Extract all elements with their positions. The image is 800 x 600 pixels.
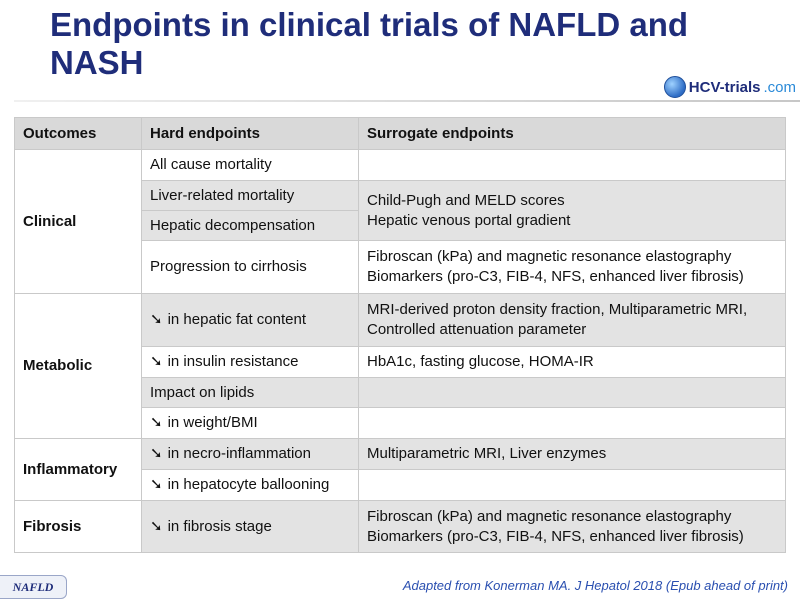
hard-endpoint: ➘ in weight/BMI xyxy=(141,407,359,439)
table-row: ➘ in insulin resistance HbA1c, fasting gl… xyxy=(15,346,786,378)
hard-endpoint: ➘ in hepatocyte ballooning xyxy=(141,469,359,501)
surrogate-endpoint: Multiparametric MRI, Liver enzymes xyxy=(358,438,786,470)
outcome-metabolic: Metabolic xyxy=(14,293,142,439)
hard-endpoint-text: in weight/BMI xyxy=(167,414,258,431)
logo-suffix: .com xyxy=(763,78,796,96)
arrow-down-right-icon: ➘ xyxy=(150,414,163,431)
hard-endpoint-text: in hepatic fat content xyxy=(167,311,307,328)
surrogate-line: Fibroscan (kPa) and magnetic resonance e… xyxy=(367,507,732,525)
surrogate-endpoint: HbA1c, fasting glucose, HOMA-IR xyxy=(358,346,786,378)
table-header-row: Outcomes Hard endpoints Surrogate endpoi… xyxy=(14,117,786,150)
surrogate-endpoint xyxy=(358,377,786,408)
header-divider xyxy=(14,100,800,102)
surrogate-endpoint: Fibroscan (kPa) and magnetic resonance e… xyxy=(358,500,786,553)
surrogate-line: Child-Pugh and MELD scores xyxy=(367,191,565,209)
arrow-down-right-icon: ➘ xyxy=(150,517,163,535)
table-row: ➘ in weight/BMI xyxy=(15,407,786,439)
hard-endpoint-text: in fibrosis stage xyxy=(167,517,272,535)
table-row: Fibrosis ➘ in fibrosis stage Fibroscan (k… xyxy=(14,500,786,553)
table-row: Hepatic decompensation xyxy=(15,210,786,241)
outcome-fibrosis: Fibrosis xyxy=(14,500,142,553)
header-surrogate-endpoints: Surrogate endpoints xyxy=(358,117,786,150)
header-outcomes: Outcomes xyxy=(14,117,142,150)
surrogate-line: Hepatic venous portal gradient xyxy=(367,211,571,229)
table-row: Inflammatory ➘ in necro-inflammation Mult… xyxy=(14,438,786,501)
hard-endpoint: All cause mortality xyxy=(141,149,359,181)
surrogate-endpoint xyxy=(358,149,786,181)
surrogate-line: Biomarkers (pro-C3, FIB-4, NFS, enhanced… xyxy=(367,527,744,545)
surrogate-endpoint-merged: Child-Pugh and MELD scores Hepatic venou… xyxy=(358,180,786,241)
table-row: Liver-related mortality Child-Pugh and M… xyxy=(15,180,786,241)
hard-endpoint: Progression to cirrhosis xyxy=(141,240,359,294)
hard-endpoint: ➘ in fibrosis stage xyxy=(141,500,359,553)
surrogate-line: Fibroscan (kPa) and magnetic resonance e… xyxy=(367,248,732,265)
arrow-down-right-icon: ➘ xyxy=(150,353,163,370)
header-hard-endpoints: Hard endpoints xyxy=(141,117,359,150)
hard-endpoint: Impact on lipids xyxy=(141,377,359,408)
hard-endpoint: ➘ in necro-inflammation xyxy=(141,438,359,470)
table-row: Impact on lipids xyxy=(15,377,786,408)
source-citation: Adapted from Konerman MA. J Hepatol 2018… xyxy=(402,578,788,593)
arrow-down-right-icon: ➘ xyxy=(150,476,163,493)
hard-endpoint-text: in necro-inflammation xyxy=(167,445,311,462)
hard-endpoint: Liver-related mortality xyxy=(141,180,359,211)
surrogate-endpoint: MRI-derived proton density fraction, Mul… xyxy=(358,293,786,347)
hard-endpoint-text: in hepatocyte ballooning xyxy=(167,476,330,493)
logo: HCV-trials .com xyxy=(663,76,796,98)
hard-endpoint: ➘ in insulin resistance xyxy=(141,346,359,378)
outcome-inflammatory: Inflammatory xyxy=(14,438,142,501)
table-row: Metabolic ➘ in hepatic fat content MRI-de… xyxy=(14,293,786,439)
endpoints-table: Outcomes Hard endpoints Surrogate endpoi… xyxy=(14,117,786,553)
surrogate-endpoint xyxy=(358,407,786,439)
hard-endpoint-text: in insulin resistance xyxy=(167,353,299,370)
surrogate-line: Biomarkers (pro-C3, FIB-4, NFS, enhanced… xyxy=(367,268,744,285)
surrogate-endpoint xyxy=(358,469,786,501)
hard-endpoint: Hepatic decompensation xyxy=(141,210,359,241)
arrow-down-right-icon: ➘ xyxy=(150,445,163,462)
outcome-clinical: Clinical xyxy=(14,149,142,294)
table-row: Clinical All cause mortality xyxy=(14,149,786,294)
nafld-badge: NAFLD xyxy=(0,575,67,599)
logo-brand: HCV-trials xyxy=(688,78,761,96)
table-row: Progression to cirrhosis Fibroscan (kPa)… xyxy=(15,240,786,294)
slide-title: Endpoints in clinical trials of NAFLD an… xyxy=(50,6,689,81)
globe-icon xyxy=(663,76,686,98)
surrogate-endpoint: Fibroscan (kPa) and magnetic resonance e… xyxy=(358,240,786,294)
arrow-down-right-icon: ➘ xyxy=(150,311,163,328)
table-row: ➘ in hepatocyte ballooning xyxy=(15,469,786,501)
hard-endpoint: ➘ in hepatic fat content xyxy=(141,293,359,347)
